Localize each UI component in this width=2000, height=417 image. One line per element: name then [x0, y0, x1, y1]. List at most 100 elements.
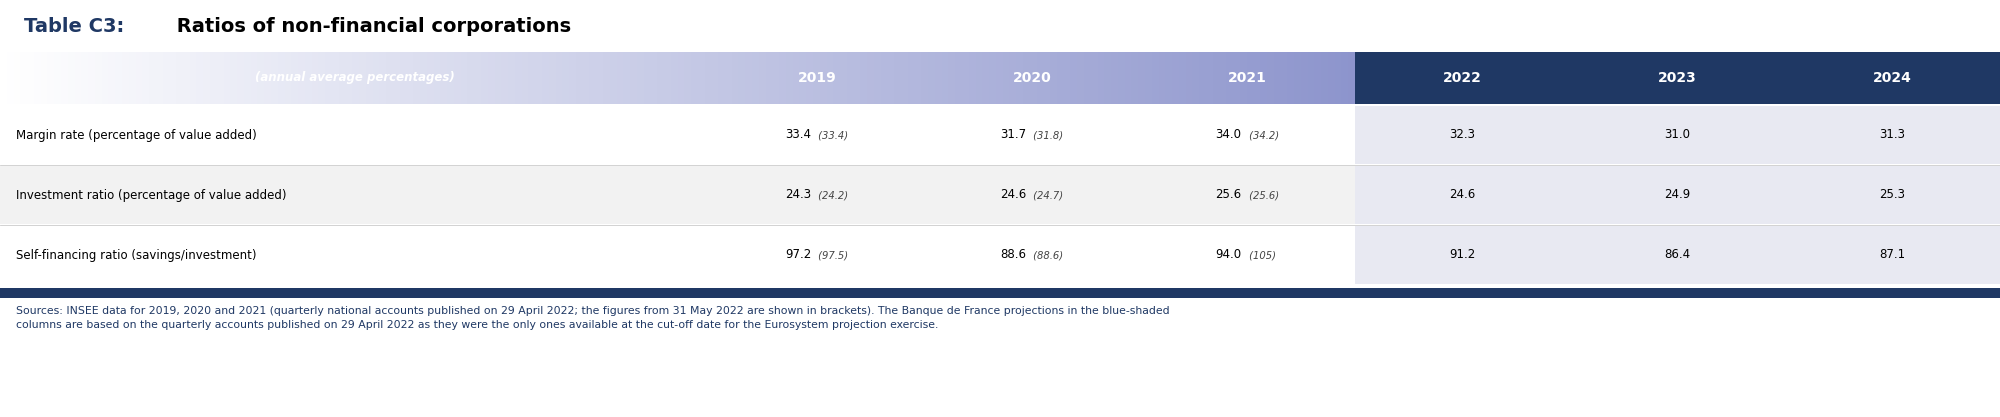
Bar	[1200, 52, 1206, 104]
Bar	[1356, 52, 2000, 104]
Text: 24.9: 24.9	[1664, 188, 1690, 201]
Bar	[278, 52, 286, 104]
Bar	[1266, 52, 1274, 104]
Bar	[284, 52, 292, 104]
Bar	[182, 52, 190, 104]
Text: 33.4: 33.4	[786, 128, 812, 141]
Bar	[366, 52, 374, 104]
Bar	[1192, 52, 1200, 104]
Bar	[264, 52, 272, 104]
Bar	[1356, 166, 2000, 224]
Text: 24.6: 24.6	[1450, 188, 1476, 201]
Text: 25.6: 25.6	[1216, 188, 1242, 201]
Bar	[800, 52, 808, 104]
Bar	[454, 52, 462, 104]
Bar	[888, 52, 896, 104]
Bar	[0, 288, 2000, 298]
Bar	[1158, 52, 1166, 104]
Bar	[386, 52, 394, 104]
Text: Table C3:: Table C3:	[24, 17, 124, 35]
Bar	[1308, 52, 1316, 104]
Text: 24.6: 24.6	[1000, 188, 1026, 201]
Bar	[156, 52, 164, 104]
Bar	[210, 52, 218, 104]
Bar	[116, 52, 122, 104]
Bar	[0, 106, 1356, 164]
Text: Investment ratio (percentage of value added): Investment ratio (percentage of value ad…	[16, 188, 286, 201]
Bar	[712, 52, 720, 104]
Bar	[474, 52, 482, 104]
Bar	[738, 52, 746, 104]
Bar	[820, 52, 828, 104]
Text: 91.2: 91.2	[1450, 249, 1476, 261]
Bar	[982, 52, 990, 104]
Bar	[658, 52, 664, 104]
Bar	[176, 52, 184, 104]
Bar	[150, 52, 156, 104]
Bar	[128, 52, 136, 104]
Bar	[1124, 52, 1132, 104]
Bar	[508, 52, 516, 104]
Bar	[190, 52, 198, 104]
Text: 34.0: 34.0	[1216, 128, 1242, 141]
Bar	[1356, 226, 2000, 284]
Bar	[392, 52, 400, 104]
Bar	[326, 52, 332, 104]
Bar	[1044, 52, 1052, 104]
Bar	[88, 52, 96, 104]
Text: 31.0: 31.0	[1664, 128, 1690, 141]
Bar	[1002, 52, 1010, 104]
Text: (31.8): (31.8)	[1030, 130, 1064, 140]
Bar	[514, 52, 522, 104]
Bar	[636, 52, 644, 104]
Text: 31.7: 31.7	[1000, 128, 1026, 141]
Bar	[576, 52, 584, 104]
Bar	[1098, 52, 1106, 104]
Bar	[746, 52, 754, 104]
Bar	[1288, 52, 1296, 104]
Bar	[1064, 52, 1072, 104]
Bar	[136, 52, 144, 104]
Bar	[298, 52, 306, 104]
Bar	[372, 52, 380, 104]
Bar	[230, 52, 238, 104]
Bar	[74, 52, 82, 104]
Bar	[1144, 52, 1152, 104]
Text: 24.3: 24.3	[786, 188, 812, 201]
Bar	[1112, 52, 1118, 104]
Bar	[420, 52, 428, 104]
Bar	[1274, 52, 1282, 104]
Bar	[48, 52, 56, 104]
Text: 32.3: 32.3	[1450, 128, 1476, 141]
Bar	[1212, 52, 1220, 104]
Bar	[60, 52, 68, 104]
Bar	[650, 52, 658, 104]
Text: 2023: 2023	[1658, 71, 1696, 85]
Bar	[1220, 52, 1228, 104]
Bar	[1118, 52, 1126, 104]
Bar	[692, 52, 698, 104]
Bar	[922, 52, 930, 104]
Bar	[934, 52, 942, 104]
Bar	[596, 52, 604, 104]
Bar	[440, 52, 448, 104]
Bar	[996, 52, 1004, 104]
Bar	[1356, 106, 2000, 164]
Bar	[616, 52, 624, 104]
Bar	[536, 52, 544, 104]
Bar	[338, 52, 346, 104]
Text: (97.5): (97.5)	[816, 250, 848, 260]
Text: 2024: 2024	[1874, 71, 1912, 85]
Bar	[610, 52, 618, 104]
Bar	[400, 52, 408, 104]
Bar	[1050, 52, 1058, 104]
Bar	[204, 52, 212, 104]
Bar	[968, 52, 976, 104]
Text: 87.1: 87.1	[1880, 249, 1906, 261]
Bar	[380, 52, 388, 104]
Bar	[360, 52, 366, 104]
Bar	[426, 52, 434, 104]
Bar	[292, 52, 300, 104]
Bar	[1104, 52, 1112, 104]
Bar	[542, 52, 550, 104]
